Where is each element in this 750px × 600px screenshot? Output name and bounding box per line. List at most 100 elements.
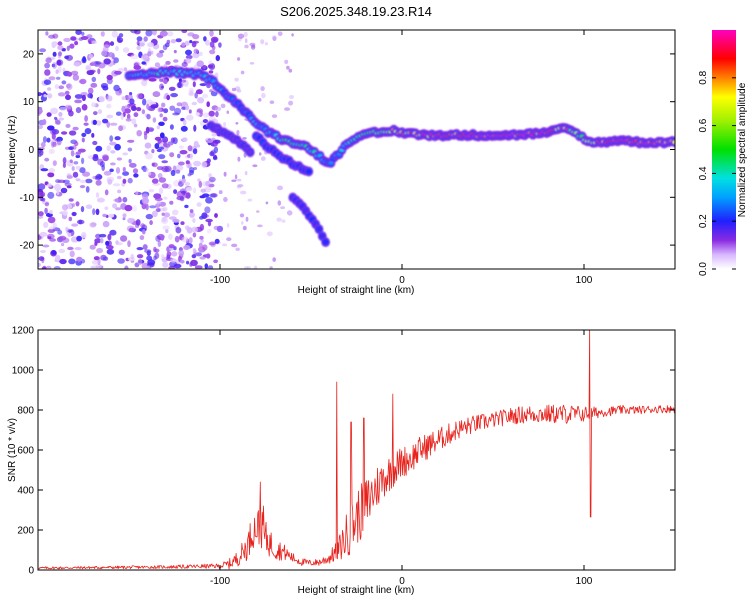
noise-speckle [90,265,99,269]
noise-speckle [196,144,201,148]
noise-speckle [202,119,208,123]
noise-speckle [44,157,50,162]
noise-speckle [244,44,249,49]
noise-speckle [109,141,117,146]
noise-speckle [195,252,202,257]
noise-speckle [105,240,110,246]
spectrogram-ytick-label: -20 [20,241,35,252]
noise-speckle [67,232,72,237]
noise-speckle [42,265,47,269]
noise-speckle [161,165,169,173]
noise-speckle [75,201,80,207]
noise-speckle [62,162,66,168]
noise-speckle [83,122,89,126]
noise-speckle [191,41,197,48]
noise-speckle [131,205,138,212]
noise-speckle [92,140,98,146]
noise-speckle [163,142,168,147]
noise-speckle [133,173,139,178]
noise-speckle [193,48,199,54]
noise-speckle [127,240,131,248]
noise-speckle [163,79,168,85]
noise-speckle [81,57,87,64]
noise-speckle [54,116,58,120]
noise-speckle [135,190,139,196]
noise-speckle [206,229,212,234]
noise-speckle [211,133,217,137]
noise-speckle [91,102,97,108]
noise-speckle [277,185,283,191]
noise-speckle [151,178,159,184]
noise-speckle [136,45,141,51]
noise-speckle [133,112,139,118]
noise-speckle [40,191,46,197]
noise-speckle [213,146,219,154]
noise-speckle [124,265,129,269]
noise-speckle [44,69,51,76]
noise-speckle [127,217,134,224]
noise-speckle [102,213,107,218]
noise-speckle [43,79,52,85]
noise-speckle [269,100,275,104]
noise-speckle [202,93,209,99]
noise-speckle [74,141,79,147]
noise-speckle [103,170,112,176]
noise-speckle [154,143,160,150]
noise-speckle [91,40,97,45]
noise-speckle [96,120,102,126]
noise-speckle [75,30,82,35]
noise-speckle [48,168,56,173]
noise-speckle [244,266,249,269]
noise-speckle [68,110,74,117]
noise-speckle [218,42,222,48]
noise-speckle [108,213,115,218]
noise-speckle [178,161,185,166]
noise-speckle [186,260,190,265]
noise-speckle [55,254,61,262]
noise-speckle [157,240,162,247]
noise-speckle [237,184,244,188]
branch-core [323,240,329,244]
noise-speckle [38,142,41,147]
noise-speckle [118,33,124,38]
noise-speckle [62,157,67,164]
noise-speckle [237,57,241,61]
noise-speckle [79,185,86,189]
noise-speckle [191,101,197,106]
noise-speckle [204,206,211,214]
noise-speckle [141,61,146,65]
snr-xtick-label: 0 [399,576,405,587]
noise-speckle [68,198,74,202]
noise-speckle [76,256,83,262]
noise-speckle [146,103,150,110]
noise-speckle [249,62,255,65]
noise-speckle [252,164,258,168]
noise-speckle [192,148,198,155]
noise-speckle [109,41,115,46]
noise-speckle [125,118,132,122]
noise-speckle [185,49,192,56]
noise-speckle [70,150,75,157]
noise-speckle [223,197,228,202]
noise-speckle [269,266,273,269]
noise-speckle [174,235,180,243]
noise-speckle [179,150,188,155]
noise-speckle [163,212,170,218]
noise-speckle [117,189,122,194]
snr-ytick-label: 1200 [12,326,35,337]
noise-speckle [149,220,153,226]
noise-speckle [191,226,198,233]
noise-speckle [168,233,173,240]
noise-speckle [210,193,218,198]
noise-speckle [72,126,79,131]
noise-speckle [176,195,184,201]
noise-speckle [168,265,175,269]
noise-speckle [209,41,215,48]
noise-speckle [57,229,63,235]
spectrogram-ridge [124,66,675,248]
snr-xlabel: Height of straight line (km) [298,585,415,596]
noise-speckle [185,187,193,192]
noise-speckle [47,191,55,199]
noise-speckle [91,76,97,83]
noise-speckle [208,241,217,246]
